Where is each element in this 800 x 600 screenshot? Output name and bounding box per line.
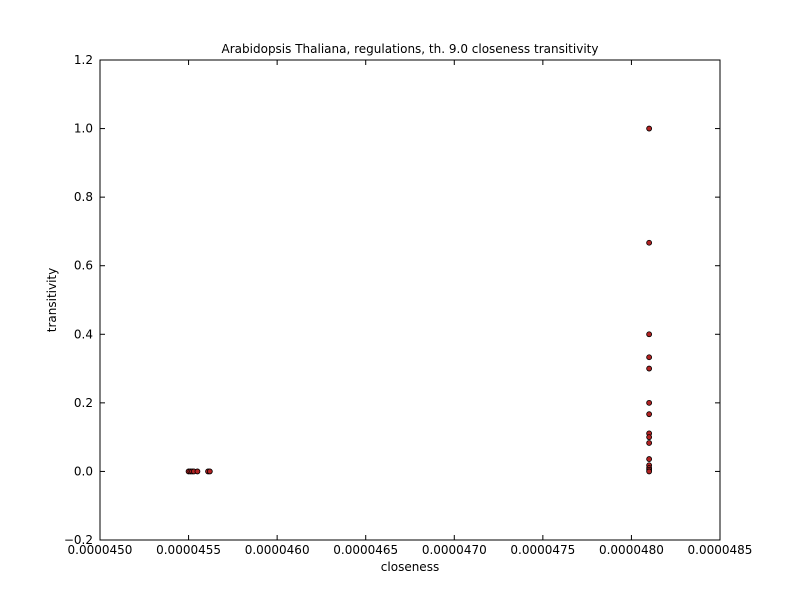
- y-tick-label: 1.0: [74, 122, 93, 136]
- y-tick-label: −0.2: [64, 533, 93, 547]
- x-tick-label: 0.0000480: [599, 543, 664, 557]
- data-point: [646, 354, 653, 361]
- x-tick-label: 0.0000450: [68, 543, 133, 557]
- data-point: [194, 468, 201, 475]
- x-tick-label: 0.0000455: [156, 543, 221, 557]
- data-point: [646, 399, 653, 406]
- x-axis-label: closeness: [381, 560, 439, 574]
- x-tick-label: 0.0000475: [510, 543, 575, 557]
- data-point: [646, 125, 653, 132]
- y-tick-label: 0.4: [74, 327, 93, 341]
- data-point: [646, 331, 653, 338]
- y-tick-label: 1.2: [74, 53, 93, 67]
- data-points: [185, 125, 653, 475]
- y-tick-label: 0.6: [74, 259, 93, 273]
- x-tick-label: 0.0000470: [422, 543, 487, 557]
- data-point: [646, 434, 653, 441]
- x-tick-label: 0.0000485: [688, 543, 753, 557]
- y-tick-label: 0.0: [74, 464, 93, 478]
- y-axis-label: transitivity: [45, 268, 59, 332]
- chart-title: Arabidopsis Thaliana, regulations, th. 9…: [222, 42, 599, 56]
- data-point: [646, 440, 653, 446]
- y-tick-label: 0.8: [74, 190, 93, 204]
- x-tick-label: 0.0000460: [245, 543, 310, 557]
- data-point: [646, 365, 653, 372]
- axis-ticks: 0.0000450 0.0000455 0.0000460 0.0000465 0.00…: [64, 53, 753, 557]
- data-point: [646, 456, 653, 462]
- data-point: [646, 411, 653, 418]
- plot-frame: [99, 59, 721, 541]
- data-point: [206, 468, 213, 475]
- y-tick-label: 0.2: [74, 396, 93, 410]
- data-point: [646, 468, 653, 475]
- data-point: [646, 239, 653, 246]
- x-tick-label: 0.0000465: [333, 543, 398, 557]
